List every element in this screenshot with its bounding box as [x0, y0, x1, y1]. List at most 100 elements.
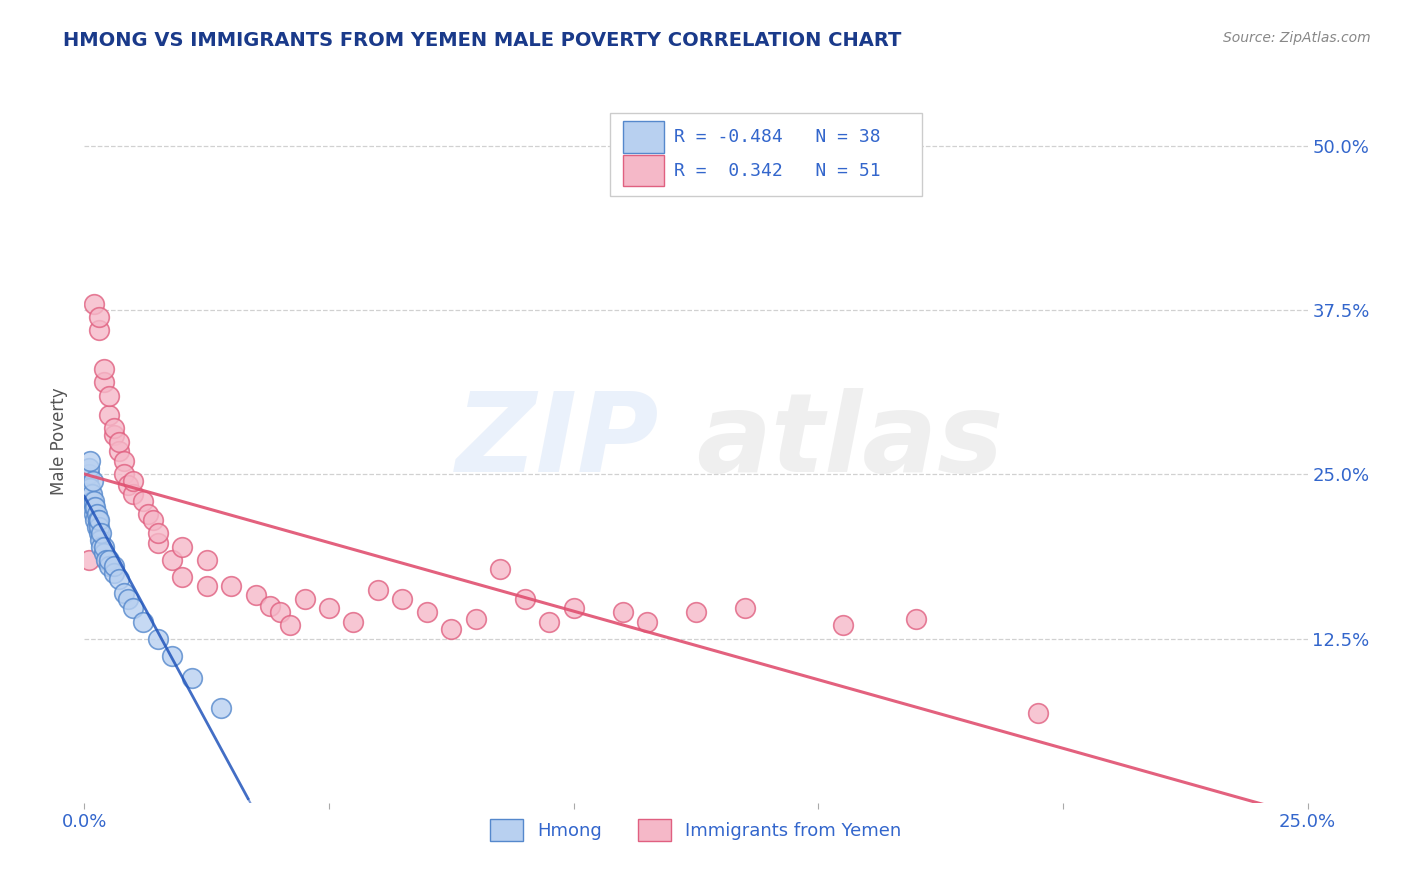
Point [89, 533, 111, 547]
Point [103, 428, 125, 442]
Point [489, 562, 512, 576]
Point [1028, 706, 1050, 721]
Point [80, 493, 103, 508]
Point [86, 520, 108, 534]
Point [107, 573, 129, 587]
Text: Source: ZipAtlas.com: Source: ZipAtlas.com [1223, 31, 1371, 45]
Point [87, 526, 110, 541]
Point [831, 618, 853, 632]
Point [117, 478, 139, 492]
Point [195, 579, 218, 593]
Point [132, 615, 155, 629]
Point [87, 310, 110, 324]
Point [112, 454, 135, 468]
Point [83, 500, 105, 515]
Text: R = -0.484   N = 38: R = -0.484 N = 38 [673, 128, 880, 145]
Point [172, 540, 194, 554]
Point [83, 493, 105, 508]
Point [77, 460, 100, 475]
Point [84, 513, 107, 527]
Point [80, 487, 103, 501]
Point [636, 615, 658, 629]
Point [391, 592, 413, 607]
Point [122, 487, 145, 501]
Point [107, 443, 129, 458]
Point [77, 553, 100, 567]
Point [87, 513, 110, 527]
Point [103, 566, 125, 580]
Point [96, 553, 118, 567]
Point [93, 540, 115, 554]
Point [513, 592, 536, 607]
Point [162, 553, 184, 567]
Text: R =  0.342   N = 51: R = 0.342 N = 51 [673, 161, 880, 179]
Point [181, 671, 204, 685]
Text: HMONG VS IMMIGRANTS FROM YEMEN MALE POVERTY CORRELATION CHART: HMONG VS IMMIGRANTS FROM YEMEN MALE POVE… [63, 31, 901, 50]
Point [86, 507, 108, 521]
Point [538, 615, 561, 629]
Point [93, 362, 115, 376]
Point [146, 632, 169, 646]
Point [464, 612, 486, 626]
Point [209, 701, 232, 715]
Point [440, 623, 463, 637]
Point [83, 296, 105, 310]
Point [146, 535, 169, 549]
Point [278, 618, 301, 632]
Point [87, 323, 110, 337]
Point [87, 513, 110, 527]
Point [83, 507, 105, 521]
Point [87, 520, 110, 534]
Point [259, 599, 281, 613]
Point [90, 526, 112, 541]
Point [122, 474, 145, 488]
Point [117, 592, 139, 607]
Point [82, 474, 104, 488]
Y-axis label: Male Poverty: Male Poverty [51, 388, 69, 495]
Point [195, 553, 218, 567]
Point [97, 409, 120, 423]
Point [97, 553, 120, 567]
Point [318, 601, 340, 615]
Point [142, 513, 165, 527]
Point [612, 605, 634, 619]
Point [112, 585, 135, 599]
Point [905, 612, 928, 626]
Point [294, 592, 316, 607]
Point [93, 546, 115, 560]
Point [245, 588, 267, 602]
Point [172, 570, 194, 584]
Legend: Hmong, Immigrants from Yemen: Hmong, Immigrants from Yemen [484, 812, 908, 848]
Point [734, 601, 756, 615]
Point [93, 376, 115, 390]
Point [77, 467, 100, 482]
Point [103, 559, 125, 574]
Point [112, 467, 135, 482]
Point [416, 605, 439, 619]
Point [269, 605, 291, 619]
FancyBboxPatch shape [623, 154, 664, 186]
Point [97, 559, 120, 574]
FancyBboxPatch shape [610, 112, 922, 196]
Point [79, 454, 101, 468]
Point [146, 526, 169, 541]
Text: atlas: atlas [696, 388, 1004, 495]
Point [107, 434, 129, 449]
Point [562, 601, 585, 615]
Point [79, 481, 101, 495]
Point [77, 474, 100, 488]
FancyBboxPatch shape [623, 120, 664, 153]
Point [136, 507, 159, 521]
Point [685, 605, 707, 619]
Point [103, 421, 125, 435]
Point [84, 500, 107, 515]
Text: ZIP: ZIP [456, 388, 659, 495]
Point [342, 615, 364, 629]
Point [132, 493, 155, 508]
Point [219, 579, 242, 593]
Point [367, 582, 389, 597]
Point [97, 388, 120, 402]
Point [122, 601, 145, 615]
Point [162, 648, 184, 663]
Point [90, 540, 112, 554]
